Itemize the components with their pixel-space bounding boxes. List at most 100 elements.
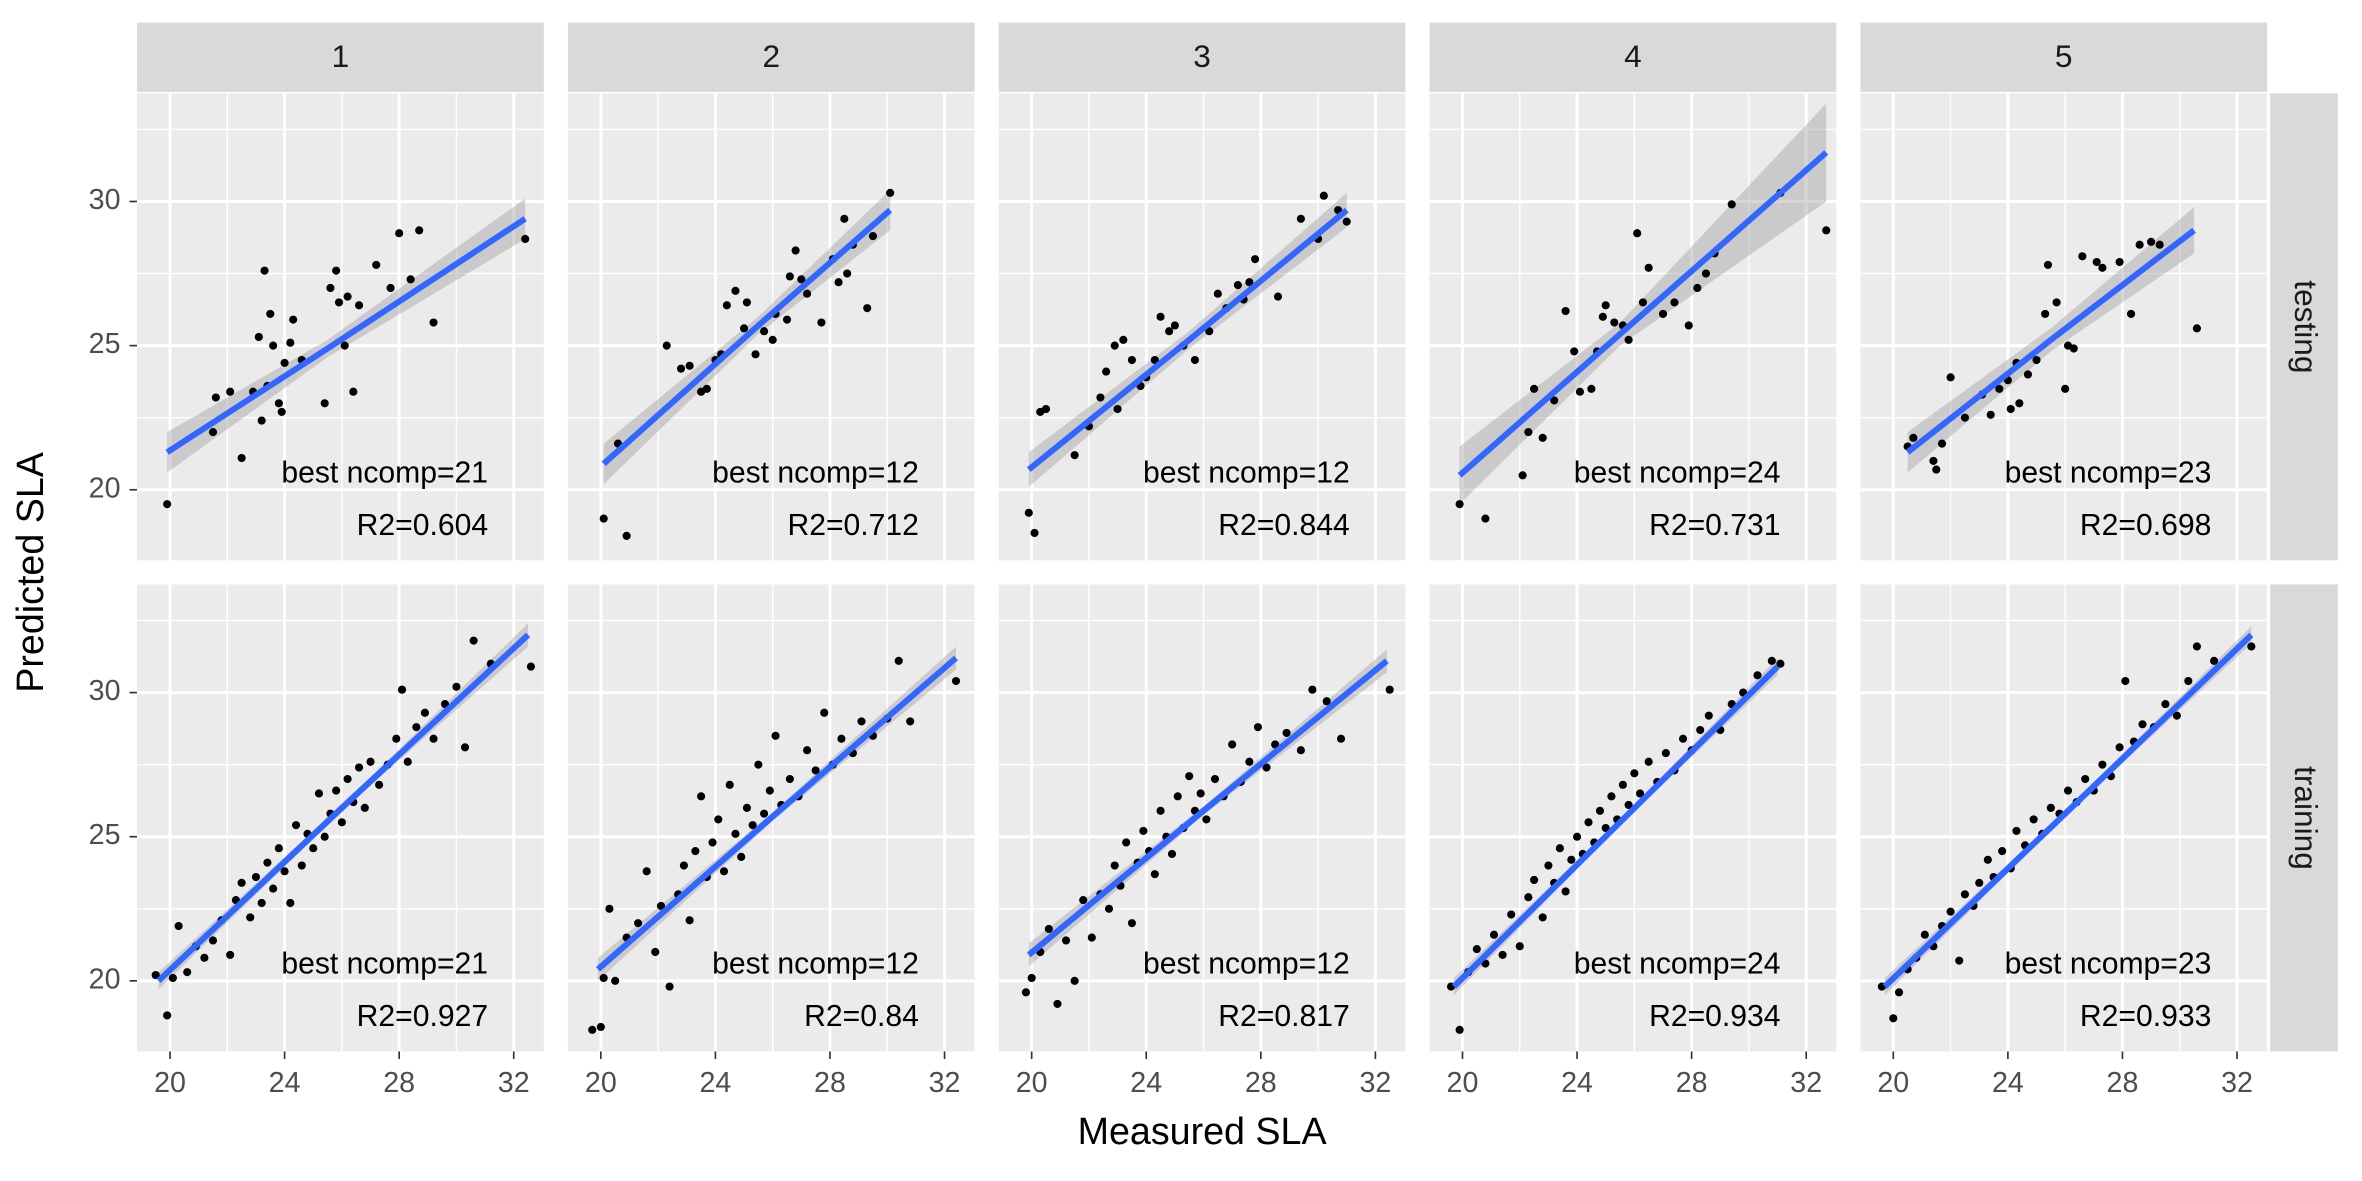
- point: [168, 973, 177, 983]
- point: [1273, 292, 1283, 301]
- point: [1644, 263, 1653, 272]
- point: [742, 803, 751, 812]
- point: [1027, 973, 1036, 983]
- point: [1271, 740, 1280, 749]
- point: [2172, 711, 2181, 720]
- x-tick-label: 32: [498, 1067, 530, 1099]
- point: [857, 717, 866, 726]
- point: [1127, 355, 1136, 365]
- point: [1630, 769, 1639, 778]
- point: [254, 332, 263, 342]
- point: [1658, 309, 1668, 318]
- point: [1955, 956, 1964, 965]
- panel: best ncomp=21 R2=0.604: [137, 93, 544, 561]
- point: [1251, 255, 1260, 264]
- point: [1205, 327, 1214, 336]
- point: [1228, 740, 1237, 749]
- annotation: best ncomp=23: [2005, 948, 2212, 981]
- point: [665, 982, 674, 991]
- point: [208, 428, 218, 437]
- point: [1567, 855, 1576, 864]
- point: [1110, 861, 1119, 870]
- fit-line: [1882, 632, 2254, 989]
- annotation: best ncomp=21: [281, 456, 488, 489]
- point: [1995, 384, 2004, 393]
- point: [2078, 252, 2087, 261]
- point: [797, 275, 806, 284]
- point: [1021, 988, 1031, 997]
- point: [320, 399, 329, 408]
- point: [291, 821, 301, 830]
- point: [708, 838, 717, 847]
- fit-line: [1905, 227, 2196, 455]
- panel-background: [567, 93, 975, 561]
- point: [286, 338, 295, 347]
- point: [1096, 393, 1105, 402]
- point: [951, 676, 961, 686]
- point: [1336, 734, 1346, 743]
- point: [392, 734, 401, 743]
- point: [1296, 746, 1305, 755]
- point: [403, 757, 412, 766]
- point: [1561, 306, 1570, 316]
- point: [2161, 700, 2170, 709]
- point: [685, 916, 694, 925]
- point: [760, 809, 769, 818]
- x-tick-label: 24: [269, 1067, 301, 1099]
- point: [257, 416, 266, 425]
- point: [469, 636, 478, 645]
- point: [334, 298, 344, 307]
- point: [1282, 728, 1291, 737]
- point: [1696, 725, 1705, 735]
- point: [2121, 676, 2130, 686]
- y-tick-label: 30: [89, 675, 121, 707]
- point: [1455, 500, 1464, 509]
- point: [395, 229, 404, 238]
- point: [452, 682, 461, 691]
- point: [1704, 711, 1713, 720]
- point: [1489, 930, 1499, 939]
- point: [415, 226, 424, 235]
- annotation: R2=0.934: [1649, 1000, 1780, 1033]
- point: [1701, 269, 1711, 278]
- point: [1322, 697, 1331, 706]
- point: [2029, 815, 2038, 824]
- point: [332, 266, 341, 275]
- point: [1041, 404, 1051, 414]
- point: [739, 324, 749, 333]
- point: [343, 774, 352, 784]
- point: [1113, 404, 1122, 414]
- point: [785, 774, 794, 784]
- point: [2115, 743, 2124, 752]
- point: [1595, 806, 1605, 815]
- y-axis-title: Predicted SLA: [9, 451, 51, 693]
- point: [2210, 656, 2219, 665]
- point: [656, 901, 666, 910]
- point: [1561, 887, 1570, 896]
- x-tick-label: 24: [1561, 1067, 1593, 1099]
- point: [354, 301, 364, 310]
- point: [257, 898, 266, 908]
- fit-line: [601, 207, 893, 467]
- x-tick-label: 32: [1359, 1067, 1391, 1099]
- point: [1822, 226, 1831, 235]
- point: [2015, 399, 2024, 408]
- point: [1776, 659, 1785, 668]
- x-tick-label: 28: [814, 1067, 846, 1099]
- fit-line: [1026, 207, 1349, 472]
- point: [791, 246, 800, 255]
- panel: best ncomp=12 R2=0.844: [998, 93, 1406, 561]
- point: [266, 309, 275, 318]
- point: [1975, 878, 1984, 887]
- point: [863, 304, 872, 313]
- point: [785, 272, 794, 281]
- point: [1753, 671, 1762, 680]
- fit-line: [1457, 150, 1829, 478]
- point: [725, 780, 734, 789]
- point: [1296, 214, 1305, 223]
- x-tick-label: 32: [2221, 1067, 2253, 1099]
- annotation: best ncomp=12: [1143, 456, 1350, 489]
- point: [1167, 849, 1177, 859]
- point: [1518, 471, 1527, 480]
- point: [1607, 792, 1616, 801]
